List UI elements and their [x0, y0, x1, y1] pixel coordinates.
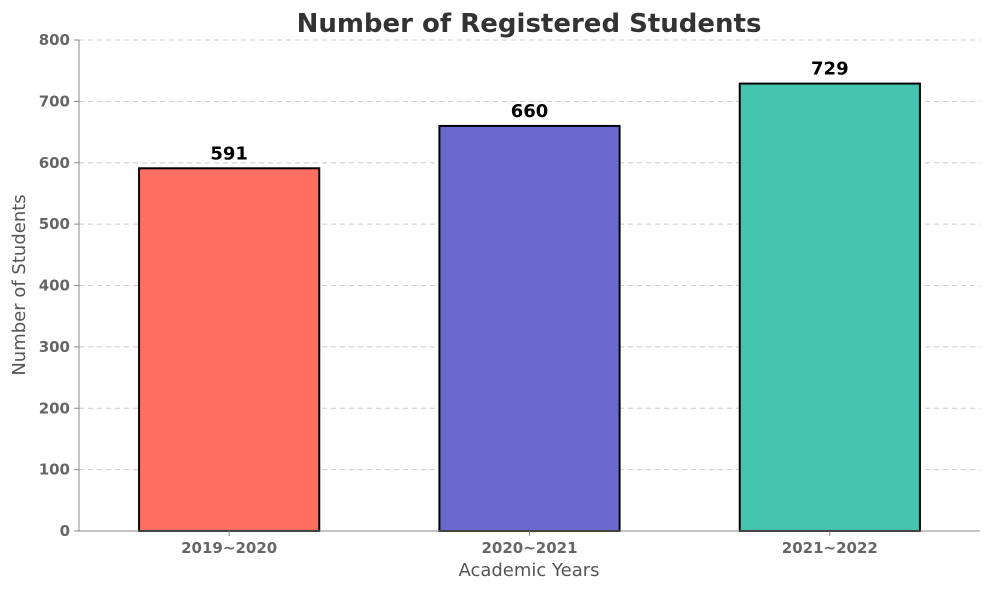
- y-tick-label: 600: [39, 154, 70, 172]
- bar-2020~2021: [438, 124, 621, 533]
- x-tick-label: 2020~2021: [481, 539, 577, 557]
- y-tick-label: 200: [39, 399, 70, 417]
- axes: 0 100 200 300 400 500 600 700 800 2019~2020 2020~2…: [39, 31, 980, 557]
- y-axis-title: Number of Students: [9, 194, 30, 375]
- y-tick-label: 100: [39, 461, 70, 479]
- bar-2021~2022: [738, 82, 921, 532]
- chart-title: Number of Registered Students: [297, 9, 762, 39]
- y-tick-label: 700: [39, 92, 70, 110]
- y-tick-label: 400: [39, 277, 70, 295]
- y-tick-label: 300: [39, 338, 70, 356]
- y-tick-label: 800: [39, 31, 70, 49]
- x-axis-title: Academic Years: [458, 560, 599, 581]
- data-label: 660: [511, 101, 549, 122]
- data-label: 729: [811, 59, 849, 80]
- bars: [138, 82, 921, 533]
- data-label: 591: [210, 143, 248, 164]
- y-tick-label: 500: [39, 215, 70, 233]
- x-tick-label: 2019~2020: [181, 539, 277, 557]
- y-tick-label: 0: [60, 522, 70, 540]
- x-tick-label: 2021~2022: [782, 539, 878, 557]
- data-labels: 591 660 729: [210, 59, 848, 165]
- bar-2019~2020: [138, 167, 321, 532]
